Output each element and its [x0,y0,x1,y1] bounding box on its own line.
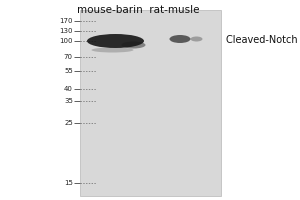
Text: 40: 40 [64,86,73,92]
Text: 25: 25 [64,120,73,126]
Text: 100: 100 [59,38,73,44]
Ellipse shape [169,35,190,43]
FancyBboxPatch shape [80,10,220,196]
Text: 130: 130 [59,28,73,34]
Ellipse shape [122,42,146,48]
Text: mouse-barin  rat-musle: mouse-barin rat-musle [77,5,199,15]
Text: 170: 170 [59,18,73,24]
Text: Cleaved-Notch 1 (V1754): Cleaved-Notch 1 (V1754) [226,34,300,44]
Ellipse shape [190,36,202,42]
Text: 15: 15 [64,180,73,186]
Text: 55: 55 [64,68,73,74]
Ellipse shape [92,47,134,52]
Text: 70: 70 [64,54,73,60]
Text: 35: 35 [64,98,73,104]
Ellipse shape [87,34,144,48]
